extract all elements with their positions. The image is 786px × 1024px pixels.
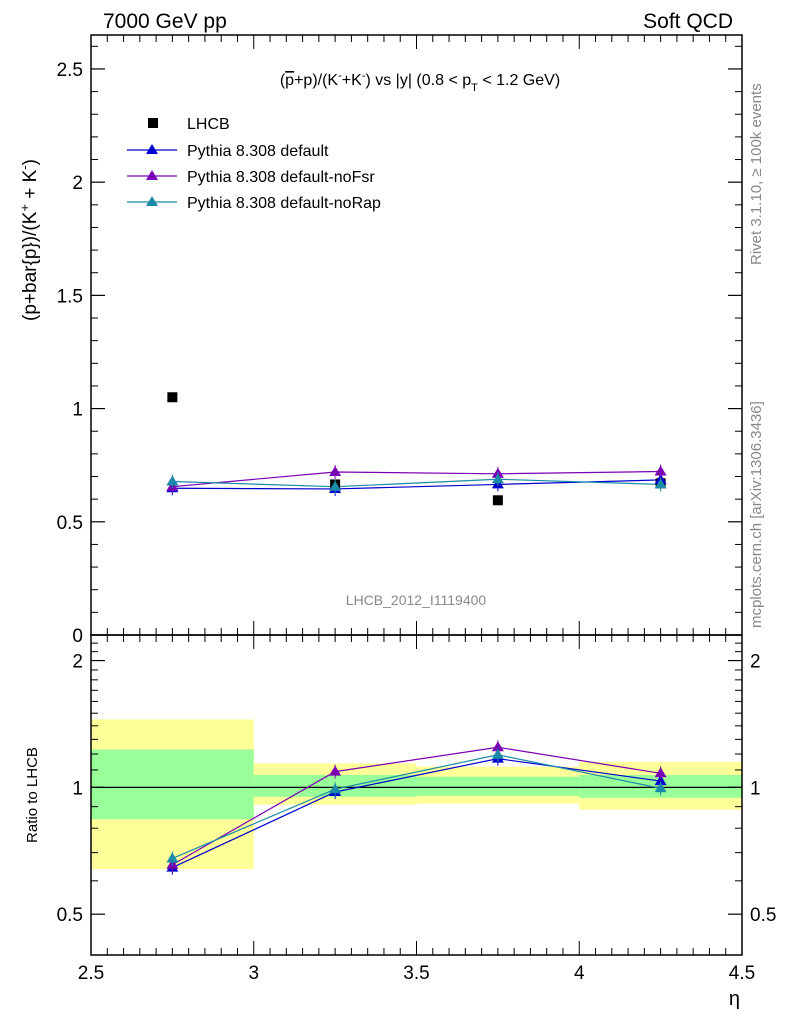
legend-label-norap: Pythia 8.308 default-noRap [187, 195, 381, 212]
lhcb-point [492, 495, 503, 506]
main-panel: 0 0.5 1 1.5 2 2.5 (p+p)/(K-+K-) vs |y| (0.8 <… [17, 34, 743, 647]
ratio-ytick-label: 1 [72, 778, 83, 799]
ratio-point [654, 782, 667, 793]
ratio-bands [91, 719, 742, 870]
header-right: Soft QCD [643, 10, 733, 33]
mc-point [329, 465, 342, 476]
header-left: 7000 GeV pp [103, 10, 227, 33]
ratio-ytick-label-right: 2 [750, 652, 761, 673]
ratio-xtick-label: 3 [248, 963, 259, 984]
main-marks [166, 392, 667, 506]
main-ytick-label: 2 [72, 173, 83, 194]
ratio-xtick-label: 4 [574, 963, 585, 984]
mc-point [491, 473, 504, 484]
analysis-id: LHCB_2012_I1119400 [346, 592, 487, 608]
title-pbar: p [285, 72, 294, 89]
ratio-panel: 2.5 3 3.5 4 4.5 0.5 0.5 1 1 2 2 Ratio to LHCB η [24, 634, 776, 1010]
mcplots-label: mcplots.cern.ch [arXiv:1306.3436] [748, 401, 765, 628]
main-ylabel: (p+bar{p})/(K+ + K-) [17, 159, 41, 321]
ratio-ytick-label: 2 [72, 652, 83, 673]
main-ticks: 0 0.5 1 1.5 2 2.5 [57, 35, 743, 647]
mc-point [654, 465, 667, 476]
ratio-ticks: 2.5 3 3.5 4 4.5 0.5 0.5 1 1 2 2 [57, 635, 776, 984]
ratio-band-inner [416, 776, 580, 796]
main-ytick-label: 0.5 [57, 513, 83, 534]
ratio-point [329, 783, 342, 794]
main-ytick-label: 1.5 [57, 286, 83, 307]
mc-point [654, 478, 667, 489]
legend-label-default: Pythia 8.308 default [187, 143, 329, 160]
x-axis-label: η [729, 988, 740, 1010]
ratio-line-2 [172, 754, 661, 860]
series-line-2 [172, 470, 661, 488]
series-line-3 [172, 478, 661, 488]
legend-marker-nofsr [146, 170, 158, 180]
ratio-point [654, 767, 667, 778]
legend-marker-norap [146, 196, 158, 206]
ratio-ytick-label: 0.5 [57, 905, 83, 926]
ratio-line-0 [172, 758, 661, 869]
ratio-point [491, 748, 504, 759]
mc-point [329, 480, 342, 491]
lhcb-point [167, 392, 178, 403]
ratio-point [329, 765, 342, 776]
main-ytick-label: 1 [72, 400, 83, 421]
ratio-xtick-label: 2.5 [78, 963, 104, 984]
mc-point [166, 475, 179, 486]
ratio-band-inner [91, 749, 254, 820]
ratio-ytick-label-right: 0.5 [750, 905, 776, 926]
main-ytick-label: 2.5 [57, 60, 83, 81]
chart-title: (p+p)/(K-+K-) vs |y| (0.8 < pT < 1.2 GeV… [280, 70, 560, 94]
ratio-xtick-label: 3.5 [403, 963, 429, 984]
ratio-point [491, 741, 504, 752]
ratio-point [166, 852, 179, 863]
main-ytick-label: 0 [72, 626, 83, 647]
ratio-line-1 [172, 746, 661, 866]
legend-label-lhcb: LHCB [187, 116, 230, 133]
ratio-marks [166, 740, 667, 875]
legend-label-nofsr: Pythia 8.308 default-noFsr [187, 169, 375, 186]
rivet-label: Rivet 3.1.10, ≥ 100k events [748, 83, 765, 265]
ratio-ylabel: Ratio to LHCB [24, 747, 41, 843]
ratio-ytick-label-right: 1 [750, 778, 761, 799]
legend-marker-default [146, 144, 158, 154]
legend-marker-lhcb [148, 118, 158, 128]
ratio-xtick-label: 4.5 [729, 963, 755, 984]
legend: LHCB Pythia 8.308 default Pythia 8.308 d… [127, 116, 381, 212]
